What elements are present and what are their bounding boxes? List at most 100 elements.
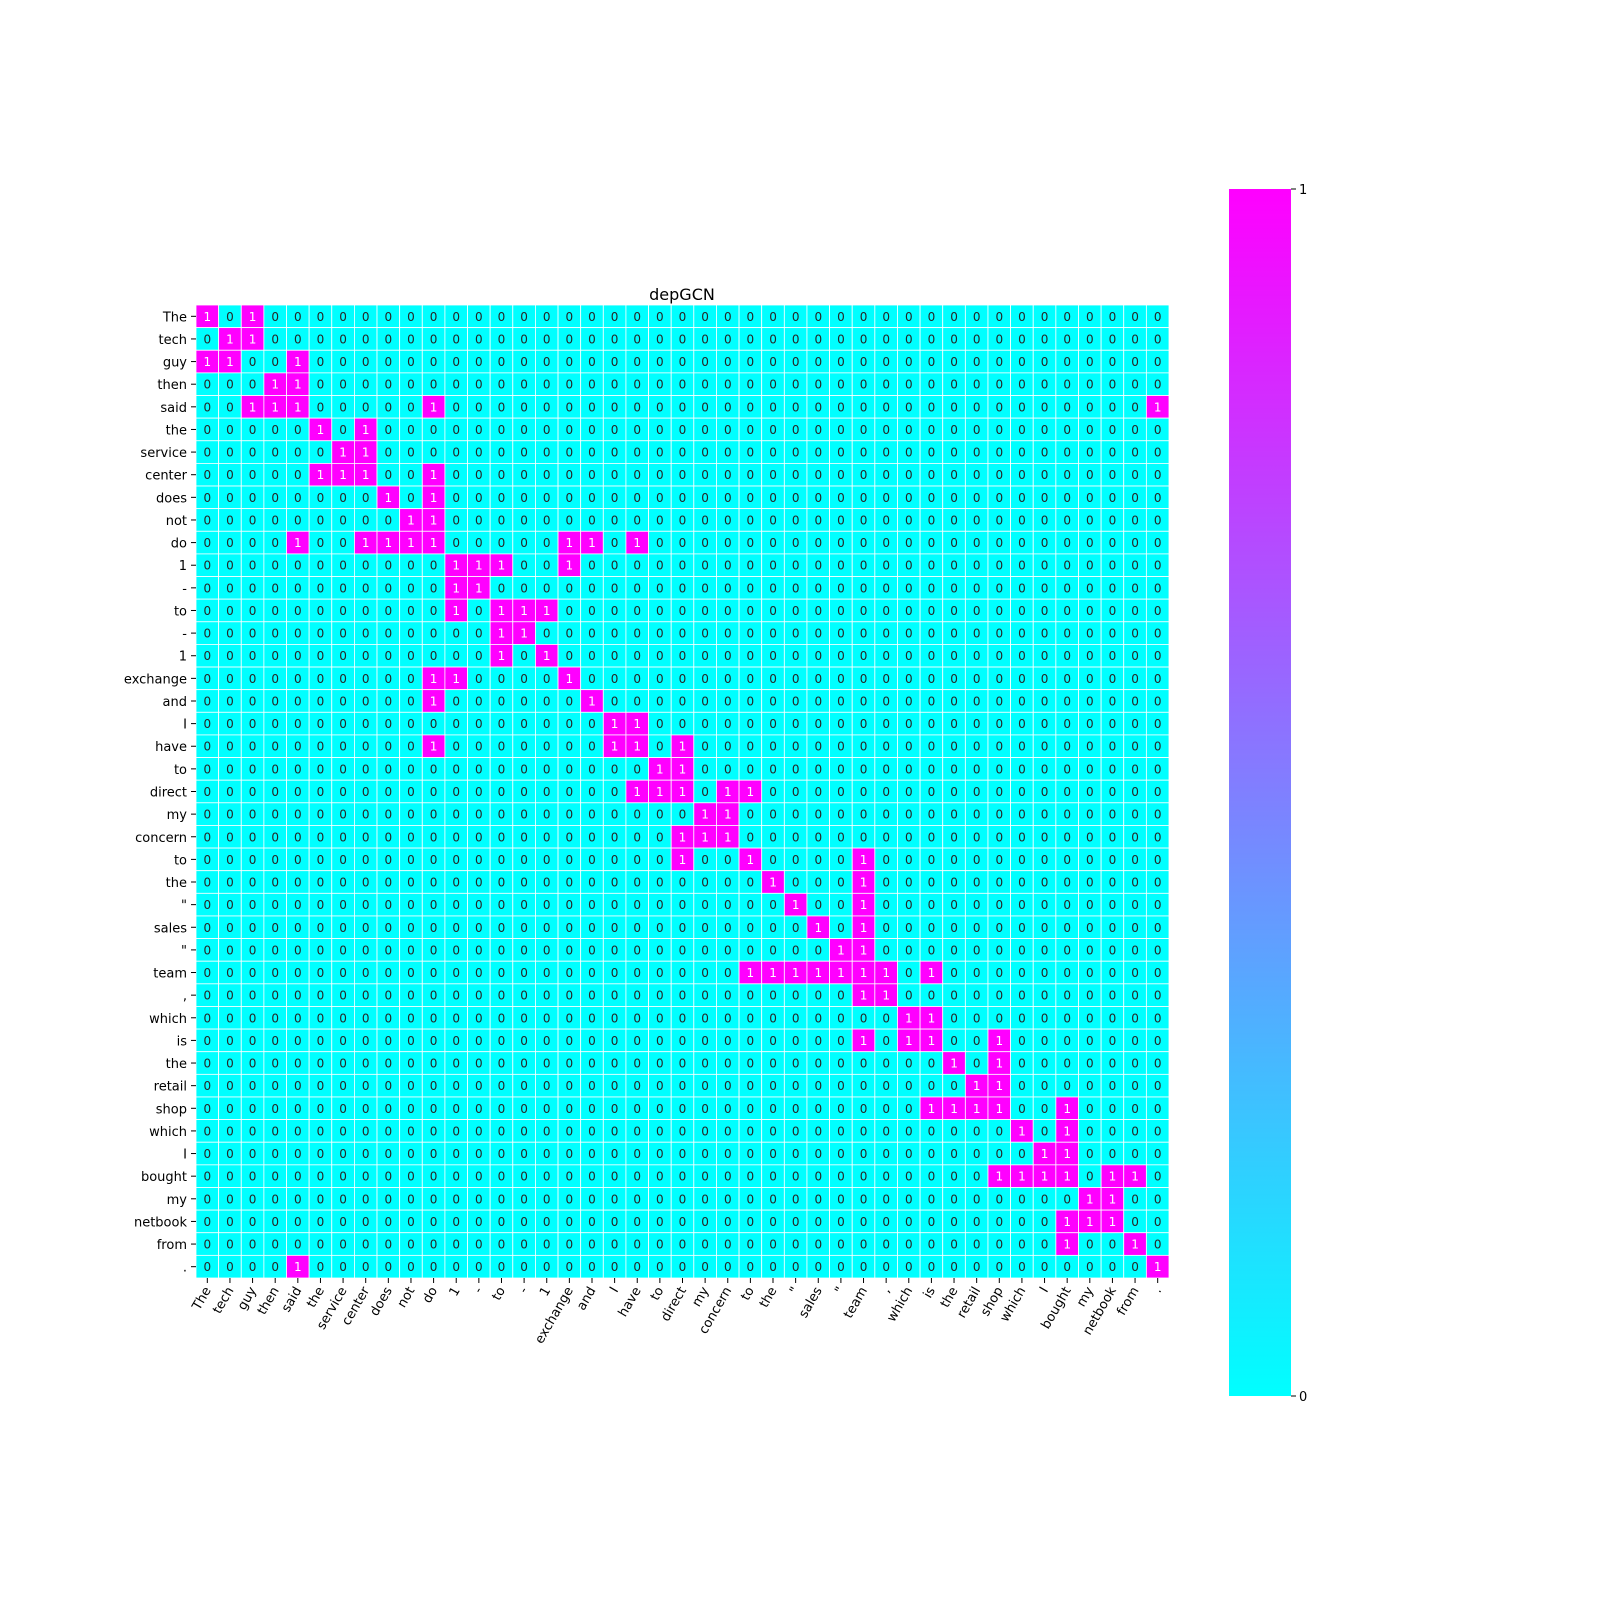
heatmap-cell-value: 0 [611,536,619,550]
heatmap-cell-value: 0 [339,1215,347,1229]
heatmap-cell-value: 0 [588,740,596,754]
heatmap-cell-value: 0 [1131,898,1139,912]
heatmap-cell-value: 0 [203,1192,211,1206]
y-tick-label: bought [141,1170,187,1185]
heatmap-cell-value: 1 [339,468,347,482]
heatmap-cell-value: 0 [1086,332,1094,346]
heatmap-cell-value: 1 [860,966,868,980]
heatmap-cell-value: 0 [362,943,370,957]
heatmap-cell-value: 0 [452,536,460,550]
heatmap-cell-value: 0 [950,830,958,844]
heatmap-cell-value: 0 [1086,355,1094,369]
heatmap-cell-value: 0 [339,694,347,708]
heatmap-cell-value: 0 [860,830,868,844]
heatmap-cell-value: 0 [1041,717,1049,731]
heatmap-cell-value: 0 [1131,1215,1139,1229]
x-tick-label: from [1114,1285,1142,1319]
heatmap-cell-value: 0 [566,1170,574,1184]
heatmap-cell-value: 0 [995,649,1003,663]
heatmap-cell-value: 0 [905,332,913,346]
heatmap-cell-value: 0 [475,604,483,618]
heatmap-cell-value: 0 [633,332,641,346]
heatmap-cell-value: 0 [724,355,732,369]
heatmap-cell-value: 0 [1109,785,1117,799]
heatmap-cell-value: 0 [905,966,913,980]
heatmap-cell-value: 0 [860,1238,868,1252]
heatmap-cell-value: 1 [928,1011,936,1025]
heatmap-cell-value: 0 [475,491,483,505]
heatmap-cell-value: 0 [407,1102,415,1116]
heatmap-cell-value: 0 [814,1192,822,1206]
heatmap-cell-value: 0 [633,876,641,890]
heatmap-cell-value: 0 [792,1034,800,1048]
heatmap-cell-value: 0 [611,1238,619,1252]
heatmap-cell-value: 0 [498,921,506,935]
heatmap-cell-value: 0 [1131,785,1139,799]
heatmap-cell-value: 0 [317,1215,325,1229]
heatmap-cell-value: 0 [633,1079,641,1093]
heatmap-cell-value: 0 [566,1215,574,1229]
heatmap-cell-value: 0 [588,1238,596,1252]
heatmap-cell-value: 0 [950,1011,958,1025]
heatmap-cell-value: 0 [792,830,800,844]
heatmap-cell-value: 0 [747,400,755,414]
heatmap-cell-value: 0 [520,1147,528,1161]
heatmap-cell-value: 0 [837,1011,845,1025]
heatmap-cell-value: 0 [724,423,732,437]
heatmap-cell-value: 0 [928,694,936,708]
heatmap-cell-value: 0 [882,1034,890,1048]
heatmap-cell-value: 0 [701,649,709,663]
heatmap-cell-value: 0 [1018,446,1026,460]
heatmap-cell-value: 0 [973,310,981,324]
y-tick-label: exchange [124,672,187,687]
heatmap-cell-value: 0 [656,378,664,392]
heatmap-cell-value: 0 [1154,604,1162,618]
heatmap-cell-value: 0 [1041,808,1049,822]
heatmap-cell-value: 0 [1109,1102,1117,1116]
heatmap-cell-value: 0 [928,740,936,754]
heatmap-cell-value: 0 [294,513,302,527]
heatmap-cell-value: 0 [860,672,868,686]
heatmap-cell-value: 0 [995,559,1003,573]
heatmap-cell-value: 0 [814,740,822,754]
heatmap-cell-value: 0 [701,1079,709,1093]
heatmap-cell-value: 0 [1154,332,1162,346]
heatmap-cell-value: 0 [611,1102,619,1116]
heatmap-cell-value: 0 [1154,989,1162,1003]
heatmap-cell-value: 0 [520,989,528,1003]
heatmap-cell-value: 0 [1109,400,1117,414]
heatmap-cell-value: 0 [1131,1102,1139,1116]
heatmap-cell-value: 0 [882,1057,890,1071]
heatmap-cell-value: 0 [475,1238,483,1252]
heatmap-cell-value: 0 [362,853,370,867]
heatmap-cell-value: 0 [860,740,868,754]
heatmap-cell-value: 0 [294,1215,302,1229]
heatmap-cell-value: 0 [520,446,528,460]
heatmap-cell-value: 0 [498,785,506,799]
heatmap-cell-value: 0 [814,853,822,867]
heatmap-cell-value: 1 [294,378,302,392]
heatmap-cell-value: 0 [995,943,1003,957]
heatmap-cell-value: 0 [814,332,822,346]
heatmap-cell-value: 0 [724,1034,732,1048]
heatmap-cell-value: 1 [679,853,687,867]
heatmap-cell-value: 0 [724,1057,732,1071]
heatmap-cell-value: 0 [362,1124,370,1138]
heatmap-cell-value: 0 [566,740,574,754]
heatmap-cell-value: 0 [882,785,890,799]
heatmap-cell-value: 0 [249,830,257,844]
heatmap-cell-value: 0 [701,400,709,414]
heatmap-cell-value: 0 [882,740,890,754]
heatmap-cell-value: 0 [475,1079,483,1093]
heatmap-cell-value: 0 [679,423,687,437]
heatmap-cell-value: 0 [430,649,438,663]
heatmap-cell-value: 0 [679,559,687,573]
heatmap-cell-value: 0 [995,830,1003,844]
heatmap-cell-value: 0 [317,898,325,912]
heatmap-cell-value: 0 [588,1034,596,1048]
heatmap-cell-value: 0 [724,513,732,527]
heatmap-cell-value: 0 [995,378,1003,392]
heatmap-cell-value: 0 [950,559,958,573]
heatmap-cell-value: 0 [1109,853,1117,867]
heatmap-cell-value: 0 [271,1147,279,1161]
